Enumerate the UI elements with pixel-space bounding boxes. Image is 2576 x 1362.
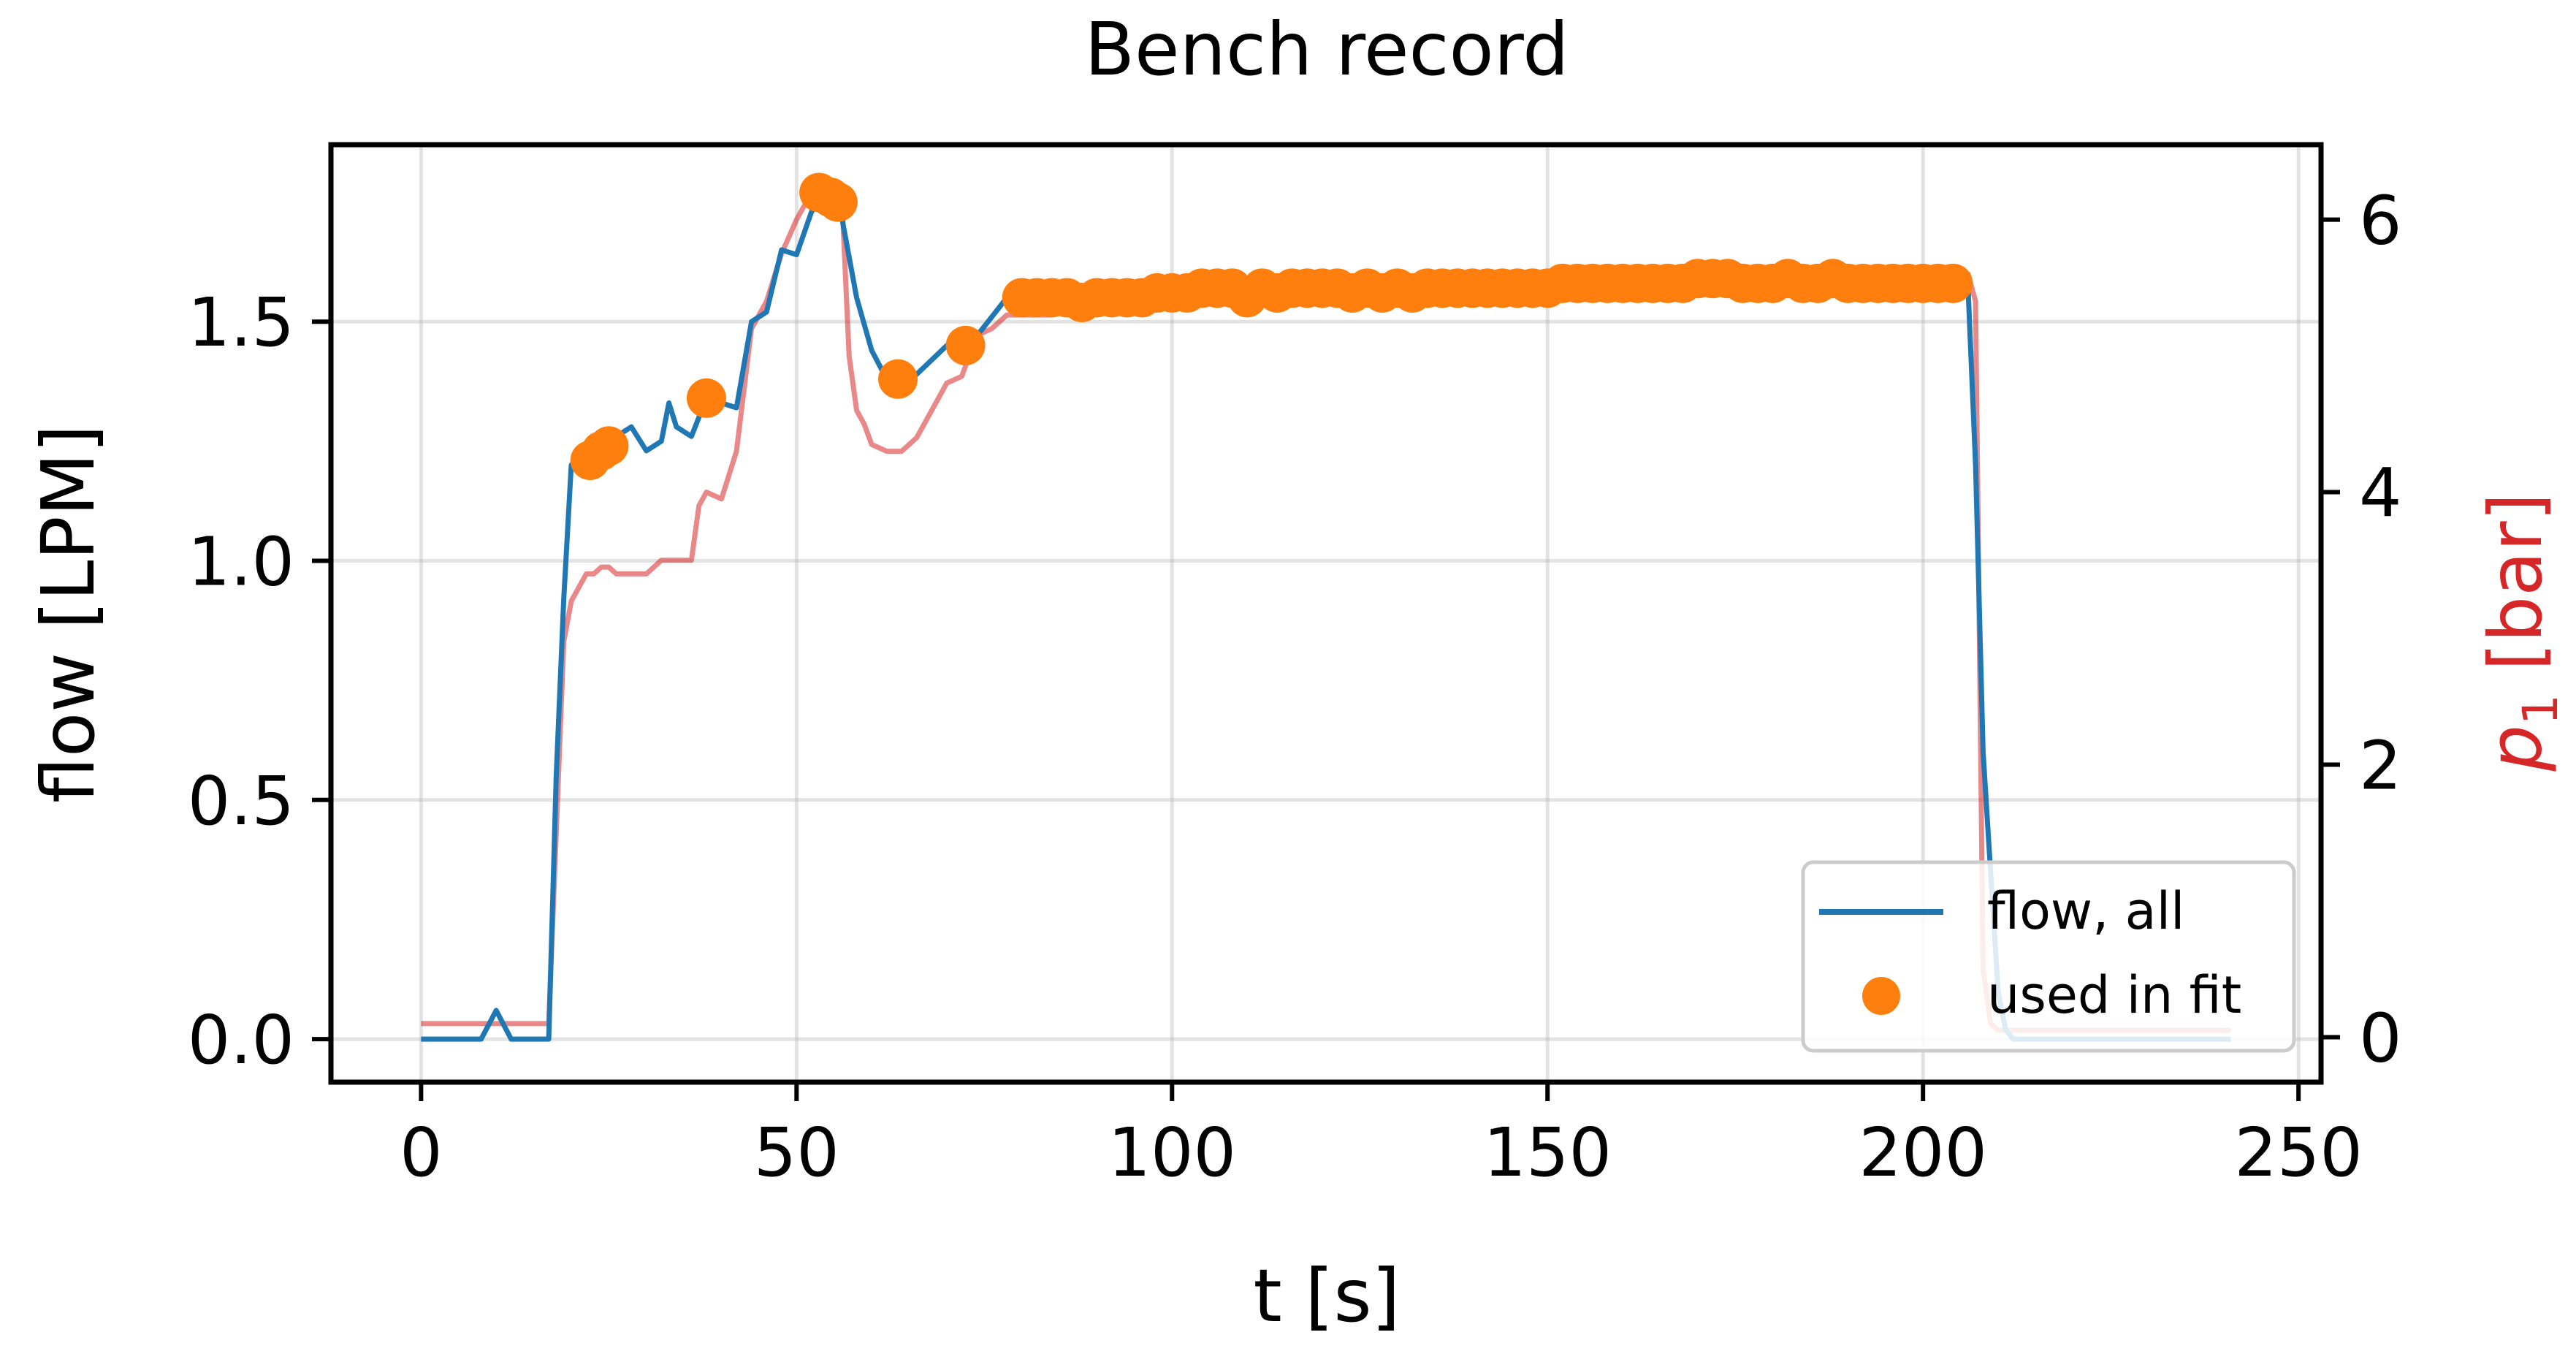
y2-axis-label-var: p	[2473, 725, 2558, 772]
legend-flow-label: flow, all	[1987, 881, 2184, 941]
legend: flow, all used in fit	[1801, 860, 2296, 1053]
y-tick-label: 0.5	[188, 762, 294, 840]
y2-tick-label: 6	[2359, 182, 2402, 260]
y2-tick-label: 0	[2359, 999, 2402, 1077]
fit-point	[818, 182, 858, 222]
x-axis-label: t [s]	[1253, 1253, 1400, 1339]
y2-axis-ticks: 0 2 4 6	[2321, 182, 2402, 1077]
fit-point	[945, 325, 986, 365]
fit-point	[1933, 263, 1973, 303]
y2-axis-label: p1 [bar]	[2473, 492, 2569, 772]
y2-axis-label-unit: [bar]	[2473, 492, 2558, 694]
x-tick-label: 50	[754, 1114, 839, 1192]
x-tick-label: 150	[1483, 1114, 1612, 1192]
chart-title: Bench record	[1084, 7, 1569, 92]
x-tick-label: 0	[400, 1114, 443, 1192]
y2-tick-label: 4	[2359, 454, 2402, 533]
x-tick-label: 100	[1108, 1114, 1236, 1192]
y2-axis-label-sub: 1	[2512, 694, 2569, 725]
y2-tick-label: 2	[2359, 726, 2402, 804]
x-axis-ticks: 0 50 100 150 200 250	[400, 1082, 2363, 1192]
plot-frame	[328, 142, 2324, 1085]
fit-points	[570, 172, 1973, 481]
y-tick-label: 1.0	[188, 522, 294, 601]
y-tick-label: 0.0	[188, 1001, 294, 1079]
y-axis-ticks: 0.0 0.5 1.0 1.5	[188, 284, 331, 1079]
fit-point	[878, 359, 918, 399]
legend-fit-swatch	[1862, 977, 1900, 1015]
legend-fit-label: used in fit	[1987, 965, 2241, 1025]
y-axis-label: flow [LPM]	[26, 425, 111, 803]
x-tick-label: 200	[1859, 1114, 1987, 1192]
fit-point	[589, 426, 629, 466]
fit-point	[686, 378, 726, 418]
y-tick-label: 1.5	[188, 284, 294, 362]
x-tick-label: 250	[2234, 1114, 2363, 1192]
